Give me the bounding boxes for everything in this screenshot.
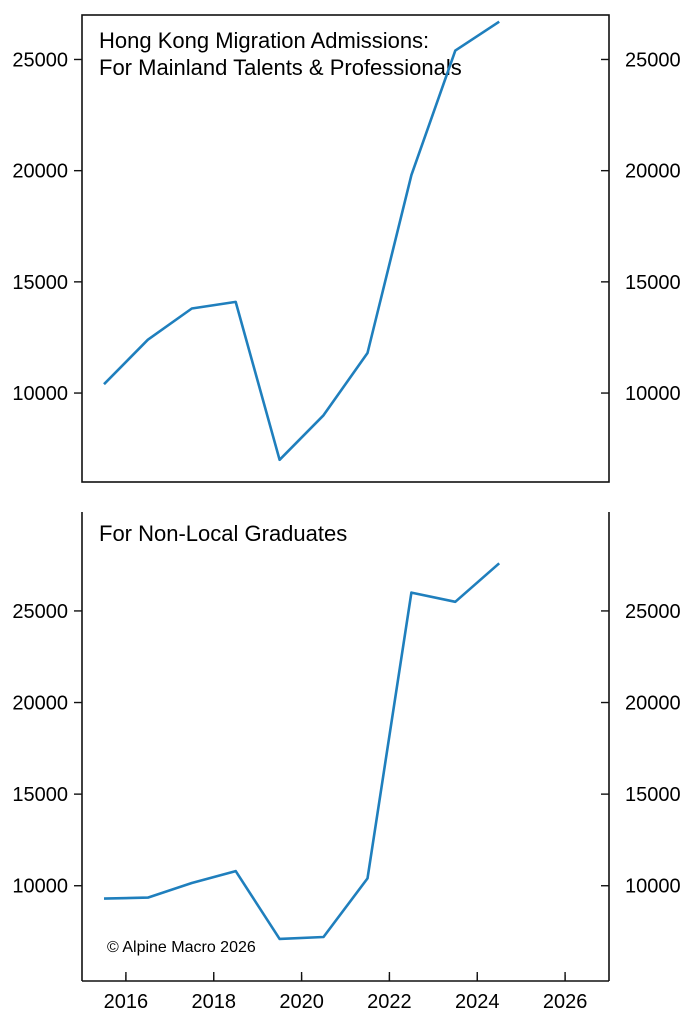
top-panel-subtitle: For Mainland Talents & Professionals	[99, 55, 462, 80]
bottom-panel: For Non-Local Graduates © Alpine Macro 2…	[12, 512, 681, 1013]
top-panel-y-axis: 10000 10000 15000 15000 20000 20000 25000 25000	[12, 49, 680, 405]
x-axis-ticks: 2016 2018 2020 2022 2024 2026	[104, 972, 588, 1013]
top-y-tick-label-right: 10000	[625, 383, 681, 405]
top-y-tick-label-left: 20000	[12, 161, 68, 183]
bottom-panel-y-axis: 10000 10000 15000 15000 20000 20000 25000 25000	[12, 601, 680, 898]
bottom-y-tick-label-left: 25000	[12, 601, 68, 623]
bottom-y-tick-label-left: 10000	[12, 876, 68, 898]
bottom-y-tick-label-right: 25000	[625, 601, 681, 623]
x-tick-label: 2016	[104, 991, 149, 1013]
top-y-tick-label-right: 25000	[625, 49, 681, 71]
top-y-tick-label-left: 25000	[12, 49, 68, 71]
top-panel-frame	[81, 14, 610, 483]
bottom-y-tick-label-right: 15000	[625, 784, 681, 806]
top-panel: Hong Kong Migration Admissions: For Main…	[12, 14, 681, 483]
x-tick-label: 2026	[543, 991, 588, 1013]
top-panel-title: Hong Kong Migration Admissions:	[99, 28, 429, 53]
bottom-panel-title: For Non-Local Graduates	[99, 521, 347, 546]
top-panel-series-line	[103, 20, 500, 462]
bottom-y-tick-label-left: 20000	[12, 693, 68, 715]
x-tick-label: 2020	[279, 991, 324, 1013]
x-tick-label: 2022	[367, 991, 412, 1013]
bottom-panel-series-line	[103, 562, 501, 941]
top-y-tick-label-right: 15000	[625, 272, 681, 294]
bottom-y-tick-label-left: 15000	[12, 784, 68, 806]
top-y-tick-label-right: 20000	[625, 161, 681, 183]
bottom-y-tick-label-right: 10000	[625, 876, 681, 898]
top-y-tick-label-left: 15000	[12, 272, 68, 294]
x-tick-label: 2018	[192, 991, 237, 1013]
copyright-note: © Alpine Macro 2026	[107, 939, 256, 956]
x-tick-label: 2024	[455, 991, 500, 1013]
bottom-y-tick-label-right: 20000	[625, 693, 681, 715]
top-y-tick-label-left: 10000	[12, 383, 68, 405]
